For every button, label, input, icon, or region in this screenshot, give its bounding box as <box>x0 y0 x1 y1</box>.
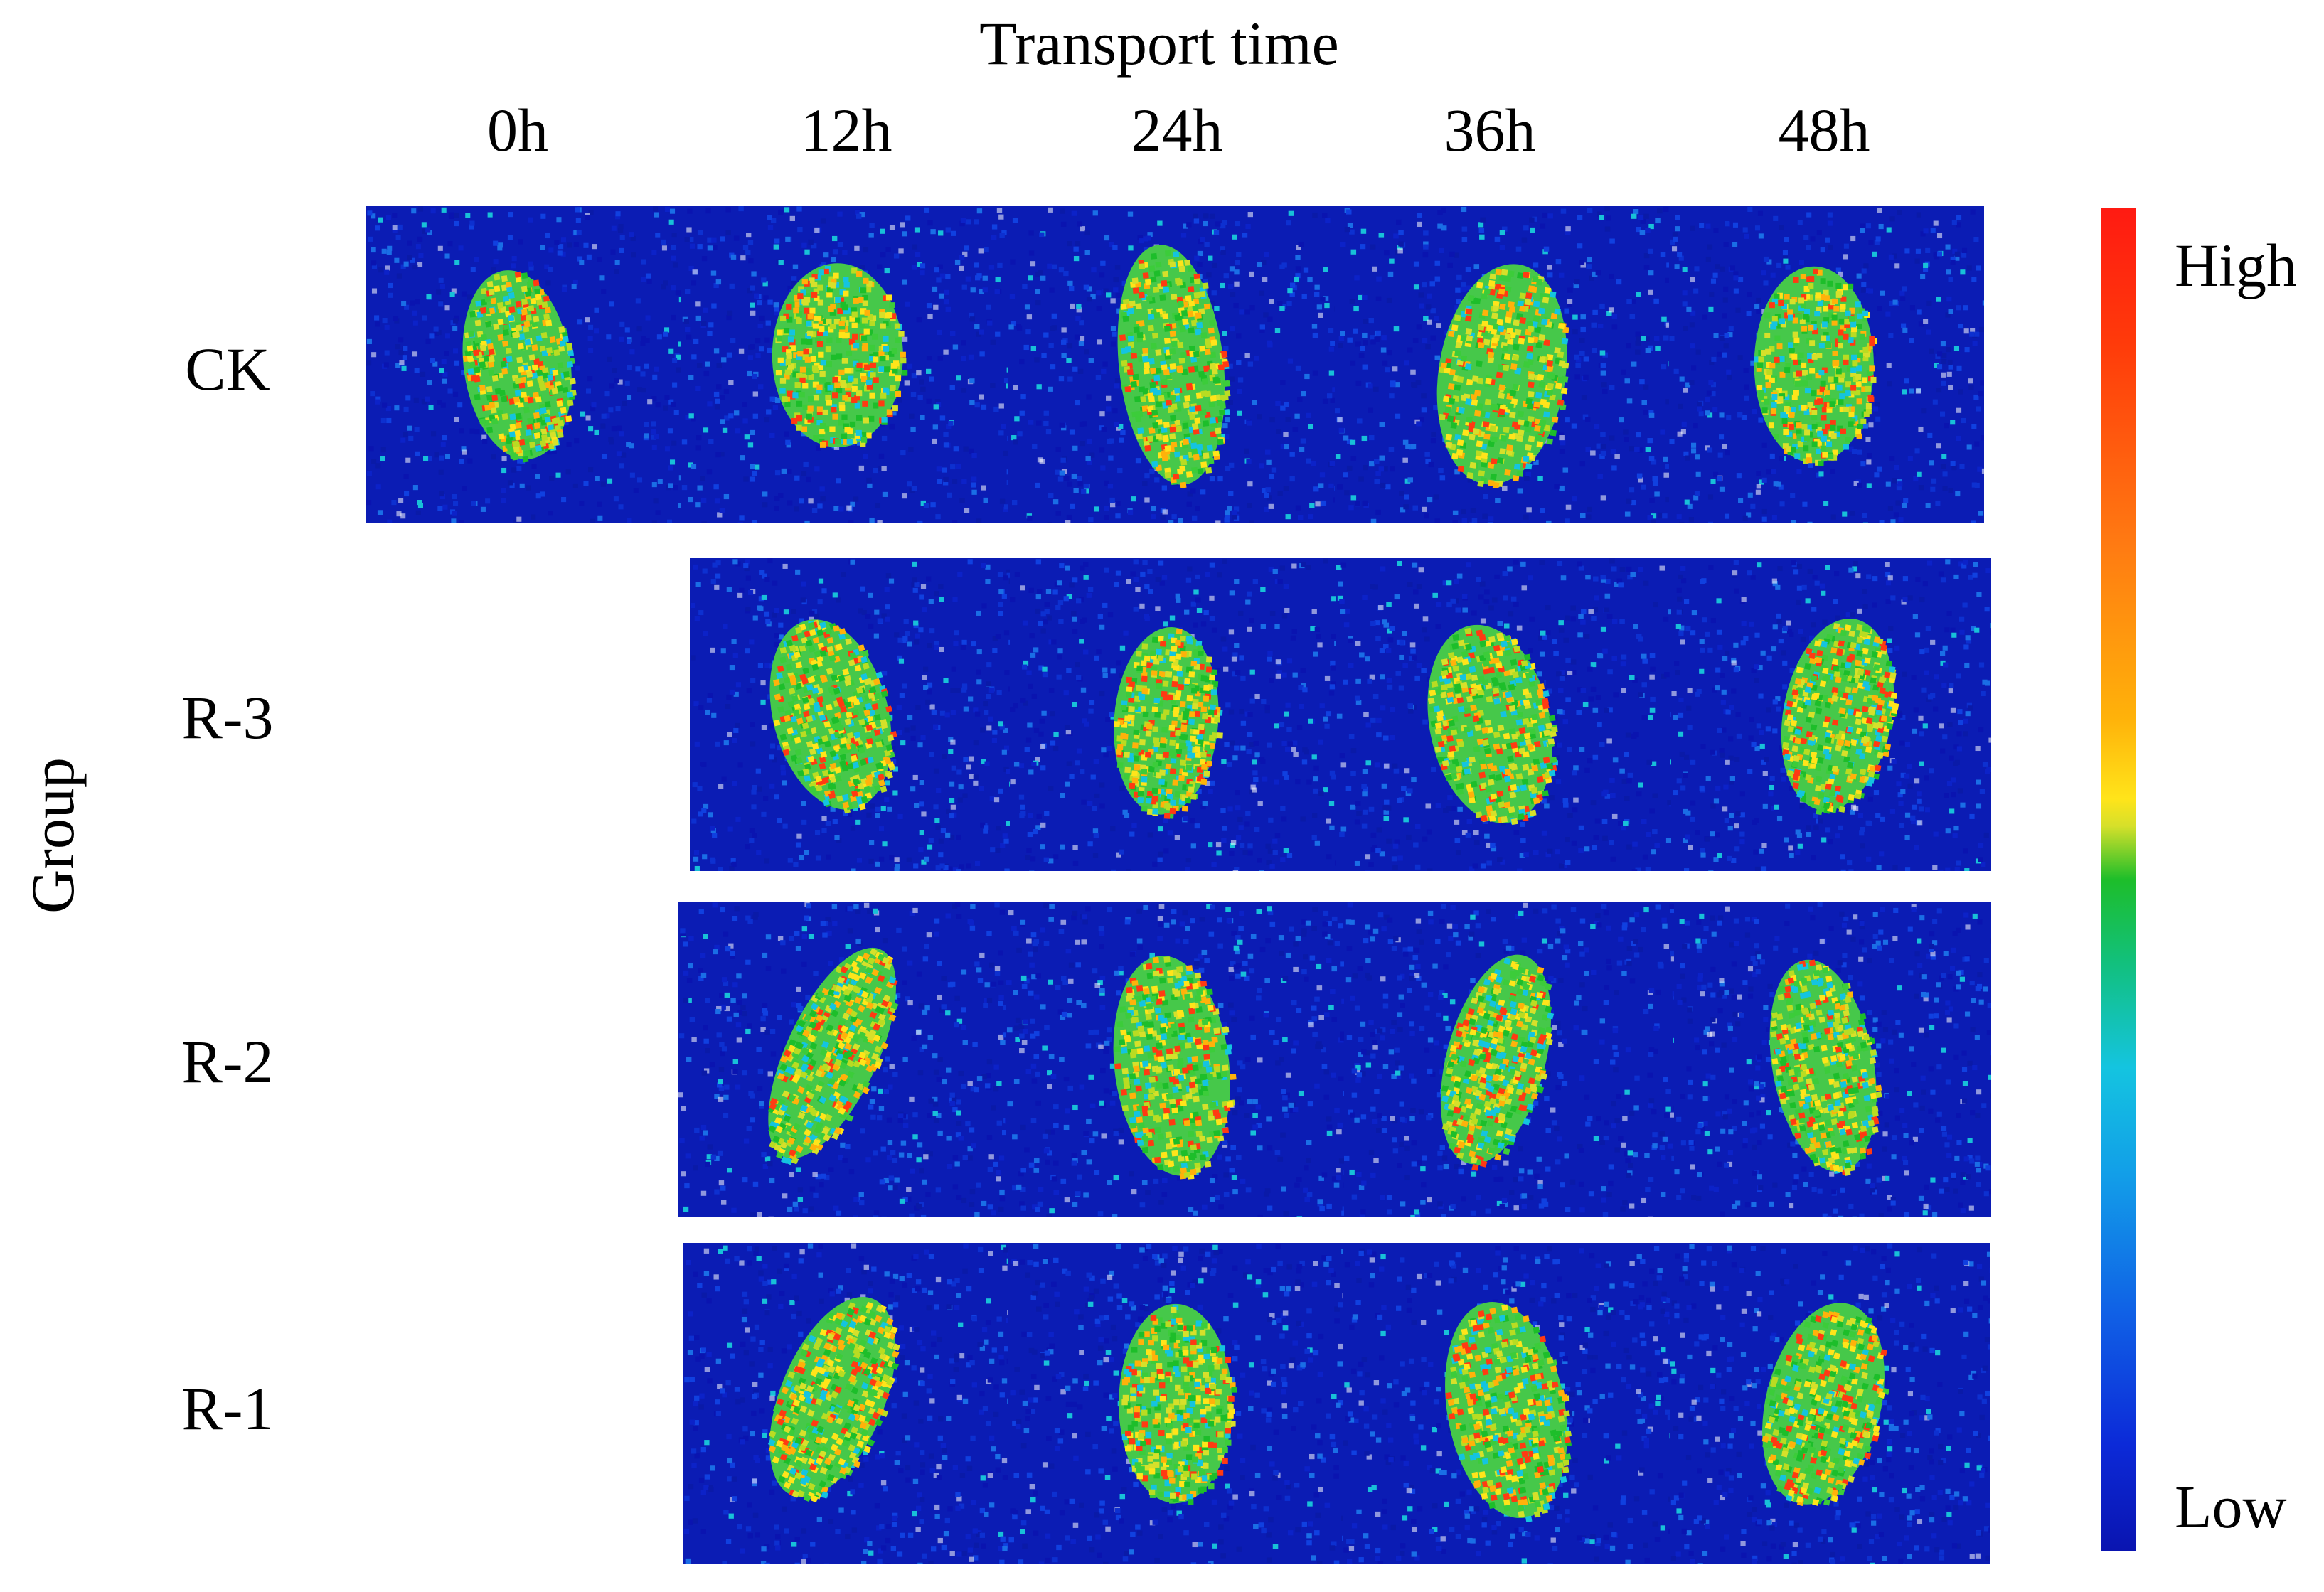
image-panel-r3-12h <box>690 558 1010 871</box>
column-label-12h: 12h <box>800 96 892 164</box>
image-panel-ck-0h <box>366 206 681 523</box>
colorbar <box>2101 208 2136 1551</box>
column-label-0h: 0h <box>487 96 548 164</box>
image-panel-r1-36h <box>1343 1243 1670 1564</box>
image-panel-r1-12h <box>683 1243 1008 1564</box>
column-label-36h: 36h <box>1444 96 1536 164</box>
row-label-r2: R-2 <box>181 1027 274 1096</box>
column-label-48h: 48h <box>1778 96 1870 164</box>
image-panel-r2-24h <box>1006 902 1344 1217</box>
group-axis-label: Group <box>18 757 87 914</box>
image-panel-r1-24h <box>1008 1243 1343 1564</box>
column-label-24h: 24h <box>1131 96 1223 164</box>
row-label-r3: R-3 <box>181 683 274 752</box>
image-panel-ck-24h <box>1008 206 1335 523</box>
colorbar-high-label: High <box>2175 231 2297 299</box>
image-panel-r3-24h <box>1010 558 1336 871</box>
colorbar-low-label: Low <box>2175 1473 2287 1541</box>
figure-title: Transport time <box>979 9 1339 78</box>
image-panel-r3-48h <box>1671 558 1991 871</box>
image-panel-r2-48h <box>1674 902 1991 1217</box>
image-panel-r2-12h <box>678 902 1006 1217</box>
image-panel-ck-36h <box>1335 206 1669 523</box>
row-label-r1: R-1 <box>181 1374 274 1443</box>
row-label-ck: CK <box>185 335 270 403</box>
image-panel-r3-36h <box>1336 558 1671 871</box>
image-panel-ck-48h <box>1669 206 1984 523</box>
image-panel-r1-48h <box>1670 1243 1990 1564</box>
image-panel-ck-12h <box>681 206 1008 523</box>
image-panel-r2-36h <box>1344 902 1674 1217</box>
